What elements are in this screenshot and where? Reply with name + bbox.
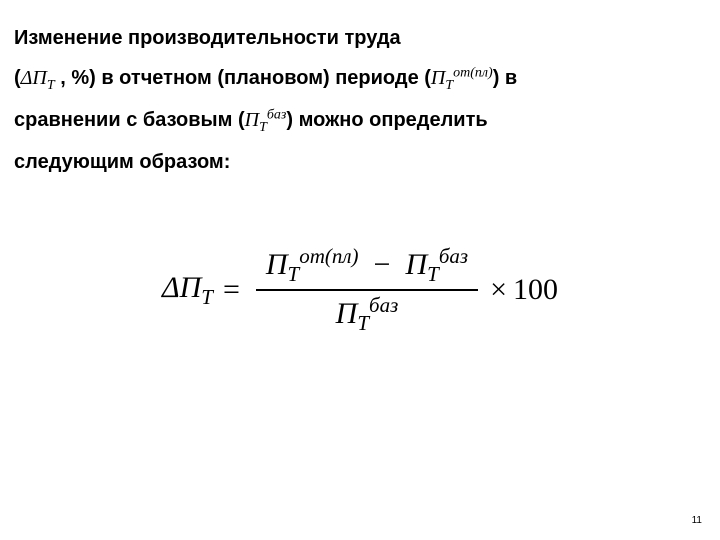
symbol-p-otpl: ПТот(пл) — [431, 67, 493, 89]
p-sup-baz-2: баз — [267, 107, 287, 122]
denominator: ПТбаз — [326, 291, 409, 338]
text-following: следующим образом: — [14, 151, 230, 173]
fraction: ПТот(пл) − ПТбаз ПТбаз — [256, 242, 478, 338]
lhs-delta-p: ΔП — [162, 271, 201, 304]
num-p2-sub: Т — [427, 262, 439, 286]
formula-lhs: ΔПТ — [162, 271, 213, 310]
hundred: 100 — [513, 273, 558, 307]
equals-sign: = — [223, 273, 240, 307]
num-p2-sup: баз — [439, 244, 468, 268]
text-pct-period: , %) в отчетном (плановом) периоде ( — [55, 67, 431, 89]
minus-sign: − — [374, 248, 391, 281]
numerator: ПТот(пл) − ПТбаз — [256, 242, 478, 289]
text-compare-base-b: ) можно определить — [286, 109, 487, 131]
lhs-sub-t: Т — [201, 285, 213, 309]
page: Изменение производительности труда ( ΔПТ … — [0, 0, 720, 540]
p-base-1: П — [431, 67, 445, 89]
title-line: Изменение производительности труда — [14, 27, 401, 49]
num-p1-sub: Т — [288, 262, 300, 286]
p-sup-otpl-1: от(пл) — [453, 65, 493, 80]
text-compare-base-a: сравнении с базовым ( — [14, 109, 245, 131]
page-number: 11 — [692, 515, 702, 526]
symbol-delta-p: ΔПТ — [21, 67, 55, 89]
text-close-v: ) в — [493, 67, 518, 89]
num-p1-sup: от(пл) — [299, 244, 358, 268]
num-p2: П — [405, 248, 427, 281]
p-base-2: П — [245, 109, 259, 131]
times-sign: × — [490, 273, 507, 307]
formula-container: ΔПТ = ПТот(пл) − ПТбаз ПТбаз × 100 — [14, 242, 706, 338]
p-sub-2: Т — [259, 120, 267, 135]
p-sub-1: Т — [445, 78, 453, 93]
den-p: П — [336, 297, 358, 330]
den-p-sup: баз — [369, 293, 398, 317]
den-p-sub: Т — [357, 311, 369, 335]
num-p1: П — [266, 248, 288, 281]
formula: ΔПТ = ПТот(пл) − ПТбаз ПТбаз × 100 — [162, 242, 558, 338]
body-text: Изменение производительности труда (ΔПТ … — [14, 18, 706, 182]
delta-p-sub: Т — [47, 78, 55, 93]
symbol-p-baz: ПТбаз — [245, 109, 287, 131]
delta-p-base: ΔП — [21, 67, 47, 89]
paren-open-1: ( — [14, 67, 21, 89]
